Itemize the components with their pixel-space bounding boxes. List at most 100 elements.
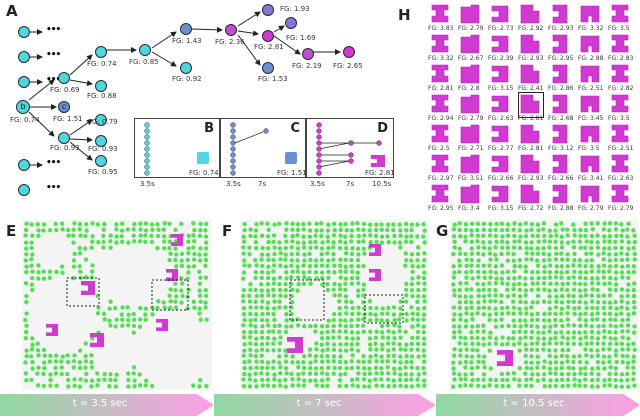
sim-particle: [595, 359, 601, 365]
sim-particle: [374, 383, 379, 388]
sim-particle: [150, 227, 155, 233]
sim-particle: [24, 293, 29, 299]
sim-particle: [409, 384, 415, 389]
sim-particle: [409, 227, 414, 233]
sim-particle: [259, 347, 265, 352]
sim-particle: [631, 371, 636, 376]
sim-particle: [295, 246, 301, 251]
sim-particle: [167, 245, 172, 251]
sim-particle: [523, 329, 528, 335]
sim-particle: [578, 336, 583, 341]
sim-particle: [271, 359, 276, 364]
sim-particle: [397, 366, 403, 371]
sim-particle: [72, 383, 77, 388]
sim-particle: [476, 300, 481, 305]
sim-particle: [523, 276, 528, 281]
sim-particle: [482, 354, 487, 359]
sim-particle: [266, 239, 271, 245]
sim-particle: [583, 276, 588, 281]
sim-particle: [590, 305, 595, 311]
sim-particle: [319, 270, 325, 275]
sim-particle: [368, 311, 373, 317]
sim-particle: [572, 377, 577, 382]
sim-particle: [601, 317, 607, 323]
grid-shape-fg: FG: 2.39: [488, 55, 514, 62]
sim-particle: [505, 245, 510, 250]
sim-particle: [476, 258, 481, 263]
sim-particle: [601, 227, 607, 232]
sim-particle: [566, 371, 571, 377]
sim-particle: [613, 257, 618, 263]
sim-particle: [307, 263, 313, 269]
sim-particle: [488, 227, 493, 233]
sim-particle: [24, 299, 29, 305]
sim-particle: [349, 347, 355, 352]
sim-particle: [331, 257, 336, 262]
sim-particle: [29, 245, 34, 251]
sim-particle: [571, 366, 576, 371]
sim-particle: [191, 233, 196, 238]
sim-particle: [242, 366, 247, 371]
sim-particle: [595, 377, 601, 382]
sim-particle: [349, 342, 354, 347]
sim-particle: [404, 311, 409, 317]
sim-particle: [53, 365, 58, 371]
fg-node-095: FG: 0.95: [88, 168, 118, 176]
sim-particle: [242, 348, 247, 353]
sim-particle: [278, 257, 283, 262]
sim-particle: [596, 281, 601, 286]
sim-particle: [102, 317, 107, 322]
sim-particle: [313, 378, 318, 383]
sim-particle: [356, 317, 361, 322]
sim-particle: [457, 329, 462, 334]
sim-particle: [583, 347, 588, 352]
sim-particle: [29, 240, 34, 245]
sim-particle: [149, 239, 155, 245]
sim-particle: [120, 228, 125, 233]
sim-particle: [272, 263, 277, 268]
sim-particle: [505, 377, 510, 383]
sim-particle: [458, 234, 463, 239]
sim-particle: [131, 317, 137, 322]
sim-particle: [403, 299, 409, 304]
sim-particle: [78, 377, 83, 382]
sim-particle: [572, 281, 577, 286]
sim-particle: [290, 221, 295, 227]
sim-particle: [53, 353, 59, 358]
sim-particle: [481, 245, 487, 250]
sim-particle: [385, 234, 390, 239]
sim-particle: [362, 306, 367, 311]
sim-particle: [409, 347, 414, 352]
sim-particle: [143, 239, 148, 244]
sim-particle: [470, 347, 475, 353]
sim-particle: [391, 305, 397, 310]
sim-particle: [295, 317, 300, 322]
sim-particle: [283, 353, 289, 358]
sim-particle: [613, 366, 619, 371]
sim-particle: [289, 263, 294, 268]
sim-particle: [631, 299, 637, 305]
sim-particle: [457, 341, 462, 346]
sim-particle: [185, 257, 190, 263]
sim-particle: [403, 377, 409, 383]
continuation-dots-3: •••: [46, 75, 61, 85]
sim-particle: [487, 287, 492, 293]
sim-particle: [517, 275, 522, 280]
sim-particle: [601, 323, 606, 329]
sim-particle: [572, 306, 577, 311]
sim-particle: [331, 323, 336, 329]
sim-particle: [589, 281, 595, 286]
sim-particle: [392, 240, 397, 245]
sim-particle: [326, 275, 331, 281]
sim-particle: [416, 294, 421, 299]
sim-particle: [481, 294, 487, 299]
sim-particle: [469, 239, 474, 244]
sim-particle: [271, 287, 276, 292]
sim-particle: [23, 335, 29, 341]
sim-particle: [583, 293, 589, 298]
sim-particle: [398, 354, 403, 359]
sim-particle: [620, 335, 625, 340]
grid-shape-fg: FG: 2.92: [518, 25, 544, 32]
sim-particle: [583, 281, 588, 287]
sim-particle: [356, 252, 361, 257]
